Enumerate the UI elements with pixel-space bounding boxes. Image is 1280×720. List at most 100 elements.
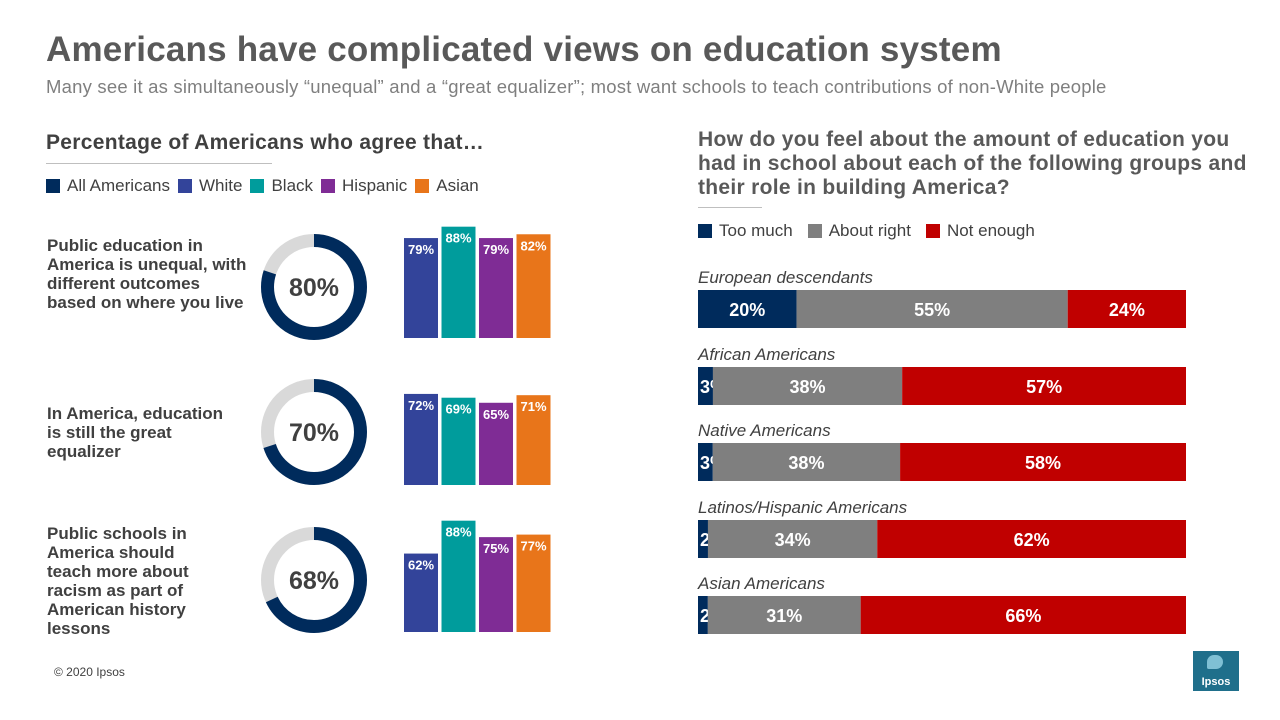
bar-white <box>404 393 438 485</box>
donut-value-label: 68% <box>289 567 339 595</box>
segment-value-label: 38% <box>790 377 826 397</box>
bar-value-label: 72% <box>408 398 434 413</box>
stacked-segment-about-right <box>796 290 1068 328</box>
donut-arc-all-americans <box>261 527 367 633</box>
bar-value-label: 79% <box>408 242 434 257</box>
bar-asian <box>516 534 551 632</box>
segment-value-label: 62% <box>1014 530 1050 550</box>
bar-value-label: 65% <box>483 407 509 422</box>
ipsos-logo: Ipsos <box>1193 651 1239 691</box>
group-label: Latinos/Hispanic Americans <box>698 498 908 517</box>
segment-value-label: 57% <box>1026 377 1062 397</box>
legend-label: Not enough <box>946 221 1035 240</box>
legend-label: Asian <box>436 176 479 195</box>
copyright: © 2020 Ipsos <box>54 665 125 679</box>
bar-value-label: 69% <box>445 402 471 417</box>
legend-swatch <box>415 179 430 193</box>
segment-value-label: 58% <box>1025 453 1061 473</box>
segment-value-label: 31% <box>766 606 802 626</box>
legend-swatch <box>925 224 940 238</box>
logo-text: Ipsos <box>1201 676 1231 688</box>
legend-item-white: White <box>177 176 243 196</box>
stacked-segment-not-enough <box>902 367 1186 405</box>
legend-label: All Americans <box>67 176 170 195</box>
legend-item-black: Black <box>250 176 313 196</box>
bar-value-label: 79% <box>483 242 509 257</box>
legend-label: Too much <box>719 221 793 240</box>
bar-value-label: 62% <box>408 558 434 573</box>
stacked-segment-too-much <box>698 290 797 328</box>
group-label: Asian Americans <box>697 574 825 593</box>
left-heading: Percentage of Americans who agree that… <box>46 131 485 154</box>
legend-item-hispanic: Hispanic <box>321 176 407 196</box>
bar-black <box>441 226 476 338</box>
legend-item-too-much: Too much <box>698 221 793 241</box>
logo-speech-icon <box>1207 655 1223 669</box>
stacked-segment-about-right <box>707 520 878 558</box>
group-label: Native Americans <box>698 421 831 440</box>
bar-black <box>441 397 476 485</box>
bar-hispanic <box>479 238 513 338</box>
statement-label-2: In America, education is still the great… <box>47 404 224 461</box>
page-title: Americans have complicated views on educ… <box>46 30 1002 69</box>
stacked-segment-not-enough <box>860 596 1186 634</box>
bar-value-label: 77% <box>520 539 546 554</box>
page-subtitle: Many see it as simultaneously “unequal” … <box>46 76 1107 97</box>
group-label: African Americans <box>697 345 836 364</box>
legend-label: Black <box>271 176 314 195</box>
bar-hispanic <box>479 537 513 632</box>
right-heading: How do you feel about the amount of educ… <box>698 128 1247 199</box>
statement-label-1: Public education in America is unequal, … <box>47 236 247 312</box>
bar-value-label: 75% <box>483 541 509 556</box>
statement-label-3: Public schools in America should teach m… <box>47 524 189 638</box>
bar-asian <box>516 395 551 485</box>
legend-swatch <box>321 179 336 193</box>
group-label: European descendants <box>698 268 873 287</box>
stacked-segment-too-much <box>698 367 713 405</box>
legend-item-about-right: About right <box>807 221 911 241</box>
bar-white <box>404 238 438 338</box>
stacked-segment-too-much <box>698 596 708 634</box>
bar-white <box>404 553 438 632</box>
bar-value-label: 82% <box>520 238 546 253</box>
stacked-segment-not-enough <box>877 520 1186 558</box>
legend-swatch <box>46 179 60 193</box>
donut-arc-all-americans <box>261 234 367 340</box>
stacked-segment-too-much <box>698 520 708 558</box>
right-legend: Too much About right Not enough <box>698 221 1050 241</box>
bar-value-label: 88% <box>445 231 471 246</box>
bar-black <box>441 520 476 632</box>
donut-arc-all-americans <box>261 379 367 485</box>
legend-swatch <box>698 224 712 238</box>
legend-label: White <box>198 176 243 195</box>
legend-swatch <box>177 179 192 193</box>
legend-label: Hispanic <box>342 176 408 195</box>
legend-item-all-americans: All Americans <box>46 176 170 196</box>
segment-value-label: 34% <box>775 530 811 550</box>
right-heading-rule <box>698 207 762 208</box>
segment-value-label: 38% <box>788 453 824 473</box>
segment-value-label: 66% <box>1005 606 1041 626</box>
left-heading-rule <box>46 163 272 164</box>
donut-value-label: 80% <box>289 274 339 302</box>
legend-item-asian: Asian <box>415 176 479 196</box>
bar-hispanic <box>479 402 513 485</box>
stacked-segment-too-much <box>698 443 713 481</box>
segment-value-label: 20% <box>729 300 765 320</box>
legend-swatch <box>807 224 822 238</box>
segment-value-label: 24% <box>1109 300 1145 320</box>
segment-value-label: 55% <box>914 300 950 320</box>
bar-value-label: 88% <box>445 525 471 540</box>
bar-asian <box>516 234 551 338</box>
stacked-segment-about-right <box>712 443 901 481</box>
legend-item-not-enough: Not enough <box>925 221 1035 241</box>
legend-label: About right <box>828 221 911 240</box>
donut-value-label: 70% <box>289 419 339 447</box>
stacked-segment-about-right <box>707 596 861 634</box>
legend-swatch <box>250 179 265 193</box>
stacked-segment-not-enough <box>1067 290 1186 328</box>
left-legend: All Americans White Black Hispanic Asian <box>46 176 487 196</box>
stacked-segment-not-enough <box>900 443 1186 481</box>
stacked-segment-about-right <box>712 367 903 405</box>
